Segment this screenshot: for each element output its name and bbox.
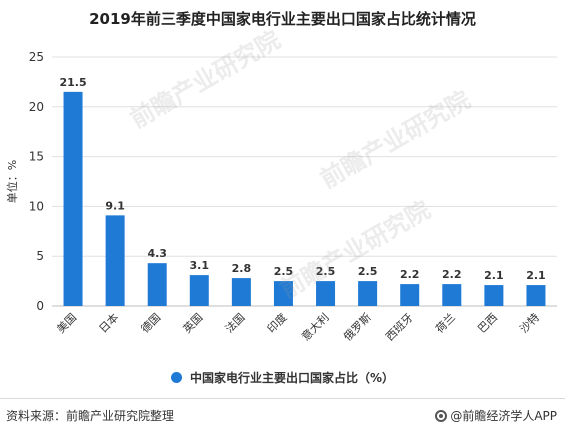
data-label: 2.2 bbox=[442, 268, 462, 281]
x-tick-label: 印度 bbox=[264, 310, 289, 335]
x-tick-label: 巴西 bbox=[475, 311, 500, 336]
y-tick-label: 0 bbox=[36, 299, 44, 313]
x-tick-label: 意大利 bbox=[298, 310, 331, 343]
chart-title: 2019年前三季度中国家电行业主要出口国家占比统计情况 bbox=[89, 10, 476, 28]
x-tick-label: 法国 bbox=[222, 310, 247, 335]
y-tick-label: 10 bbox=[29, 199, 44, 213]
bar bbox=[147, 263, 167, 306]
data-label: 2.2 bbox=[400, 268, 420, 281]
data-label: 2.1 bbox=[526, 269, 546, 282]
brand-label: @前瞻经济学人APP bbox=[450, 409, 557, 423]
brand-credit: @前瞻经济学人APP bbox=[435, 407, 557, 424]
data-label: 2.8 bbox=[232, 262, 252, 275]
footer: 资料来源：前瞻产业研究院整理 @前瞻经济学人APP bbox=[0, 398, 565, 430]
data-label: 4.3 bbox=[147, 247, 167, 260]
bar bbox=[526, 285, 546, 306]
data-label: 2.5 bbox=[274, 265, 294, 278]
bar bbox=[189, 275, 209, 306]
data-label: 21.5 bbox=[59, 76, 86, 89]
bar bbox=[273, 281, 293, 306]
legend-label: 中国家电行业主要出口国家占比（%） bbox=[189, 371, 395, 385]
data-label: 2.5 bbox=[358, 265, 378, 278]
y-axis-label: 单位：% bbox=[5, 160, 19, 203]
x-tick-label: 德国 bbox=[138, 310, 163, 335]
x-tick-label: 日本 bbox=[96, 310, 121, 335]
bar-chart: 0 5 10 15 20 25 单位：% 21.5 美国 9.1 日本 4.3 德国 3.1 英国 2.8 法国… bbox=[5, 50, 557, 344]
brand-logo-icon bbox=[435, 409, 448, 422]
bar bbox=[484, 285, 504, 306]
chart-legend: 中国家电行业主要出口国家占比（%） bbox=[0, 369, 565, 386]
bar bbox=[316, 281, 336, 306]
y-tick-label: 15 bbox=[29, 150, 44, 164]
x-tick-label: 沙特 bbox=[517, 310, 542, 335]
legend-marker bbox=[170, 372, 182, 383]
bar bbox=[358, 281, 378, 306]
x-tick-label: 俄罗斯 bbox=[341, 311, 374, 344]
y-tick-label: 25 bbox=[29, 50, 44, 64]
data-label: 2.1 bbox=[484, 269, 504, 282]
x-tick-label: 荷兰 bbox=[433, 311, 458, 336]
y-tick-label: 20 bbox=[29, 100, 44, 114]
data-label: 3.1 bbox=[190, 259, 210, 272]
x-tick-label: 美国 bbox=[54, 311, 79, 336]
data-label: 2.5 bbox=[316, 265, 336, 278]
bar bbox=[105, 215, 125, 306]
y-tick-label: 5 bbox=[36, 249, 44, 263]
bar bbox=[400, 284, 420, 306]
x-tick-label: 西班牙 bbox=[383, 311, 416, 344]
bar bbox=[63, 91, 83, 306]
bar bbox=[231, 278, 251, 306]
source-note: 资料来源：前瞻产业研究院整理 bbox=[6, 409, 175, 423]
data-label: 9.1 bbox=[105, 199, 125, 212]
x-tick-label: 英国 bbox=[180, 310, 205, 335]
bar bbox=[442, 284, 462, 306]
